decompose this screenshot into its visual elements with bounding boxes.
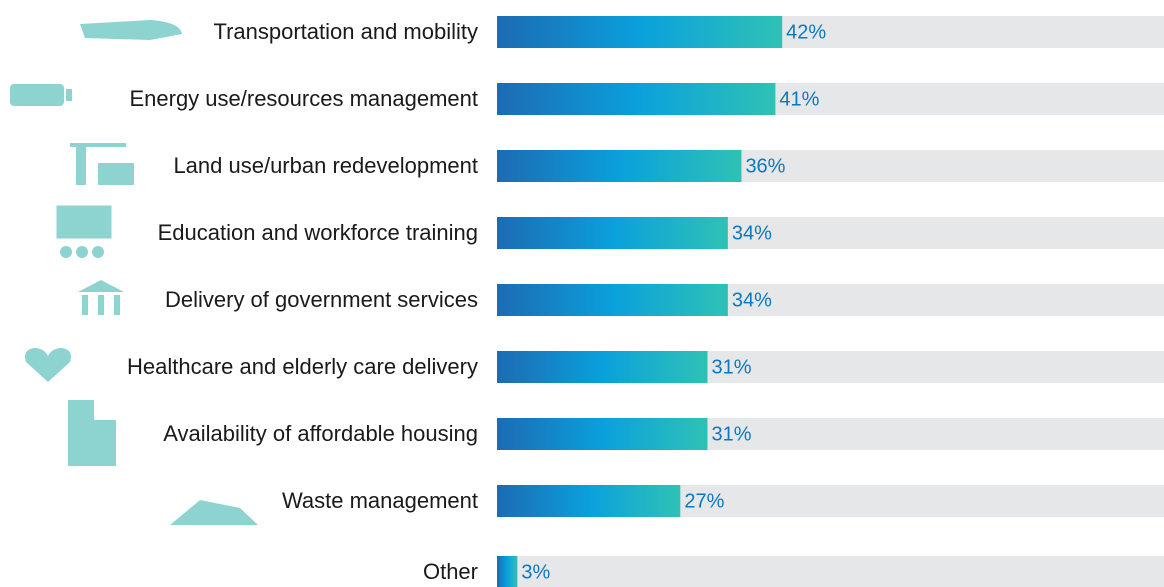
- housing-icon: [68, 400, 94, 466]
- bar: [497, 556, 518, 587]
- audience-icon: [76, 246, 88, 258]
- value-label: 31%: [711, 423, 751, 445]
- crane-icon: [76, 145, 86, 185]
- value-label: 41%: [779, 88, 819, 110]
- value-label: 3%: [521, 561, 550, 583]
- heart-icon: [25, 348, 71, 382]
- bar: [497, 16, 783, 48]
- bar: [497, 351, 708, 383]
- category-label: Other: [423, 559, 478, 584]
- bar: [497, 418, 708, 450]
- value-label: 34%: [732, 222, 772, 244]
- category-label: Energy use/resources management: [129, 86, 478, 111]
- bar: [497, 150, 742, 182]
- value-label: 27%: [684, 490, 724, 512]
- housing-icon: [94, 420, 116, 466]
- train-icon: [80, 20, 182, 40]
- battery-tip: [66, 89, 72, 101]
- category-label: Availability of affordable housing: [163, 421, 478, 446]
- category-label: Transportation and mobility: [213, 19, 478, 44]
- battery-icon: [10, 84, 64, 106]
- gov-icon: [78, 280, 124, 292]
- bar-track: [497, 556, 1164, 587]
- category-label: Waste management: [282, 488, 478, 513]
- value-label: 36%: [745, 155, 785, 177]
- category-label: Delivery of government services: [165, 287, 478, 312]
- board-icon: [56, 205, 112, 239]
- crane-arm: [70, 143, 126, 147]
- category-label: Education and workforce training: [158, 220, 478, 245]
- value-label: 31%: [711, 356, 751, 378]
- bar: [497, 83, 776, 115]
- icons: [10, 20, 258, 525]
- value-label: 34%: [732, 289, 772, 311]
- category-label: Land use/urban redevelopment: [173, 153, 478, 178]
- bar: [497, 485, 681, 517]
- gov-column: [98, 295, 104, 315]
- gov-column: [82, 295, 88, 315]
- value-label: 42%: [786, 21, 826, 43]
- bar: [497, 217, 728, 249]
- bar: [497, 284, 728, 316]
- truck-icon: [170, 500, 258, 525]
- audience-icon: [60, 246, 72, 258]
- audience-icon: [92, 246, 104, 258]
- category-label: Healthcare and elderly care delivery: [127, 354, 478, 379]
- building-icon: [98, 163, 134, 185]
- gov-column: [114, 295, 120, 315]
